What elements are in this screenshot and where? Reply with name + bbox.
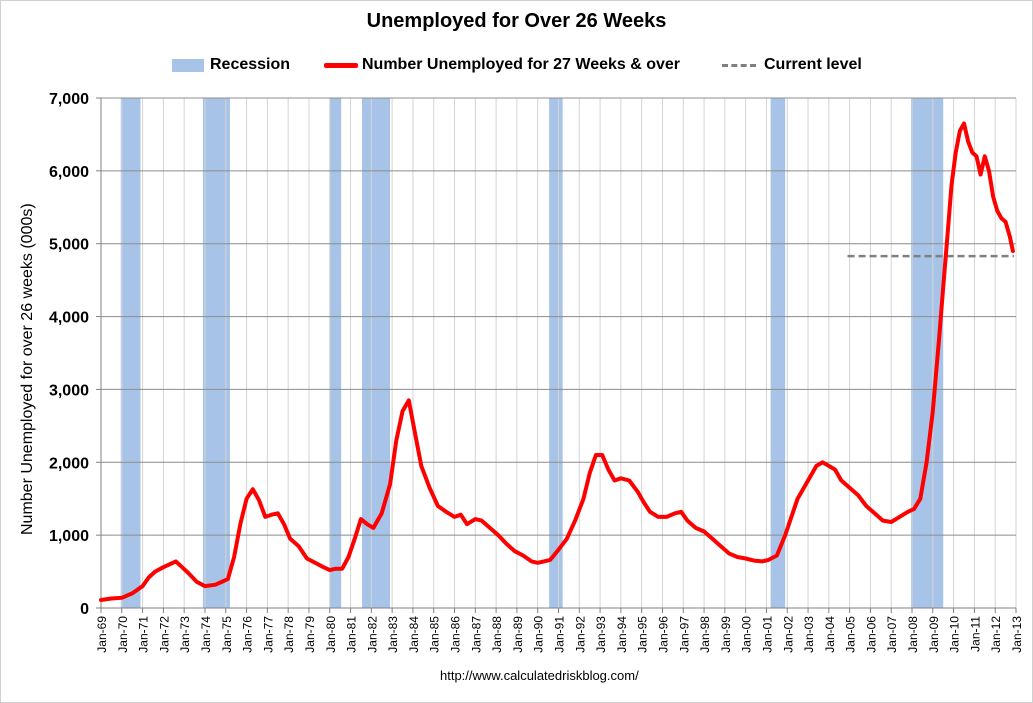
- x-tick-label-16: Jan-85: [428, 616, 442, 653]
- x-tick-label-31: Jan-00: [740, 616, 754, 653]
- x-tick-label-7: Jan-76: [241, 616, 255, 653]
- y-tick-label-0: 0: [80, 601, 89, 618]
- y-tick-label-5: 5,000: [49, 237, 89, 254]
- chart-title: Unemployed for Over 26 Weeks: [366, 10, 667, 32]
- x-tick-label-40: Jan-09: [927, 616, 941, 653]
- x-tick-label-27: Jan-96: [656, 616, 670, 653]
- legend-label-current-level: Current level: [764, 56, 862, 73]
- x-tick-label-32: Jan-01: [760, 616, 774, 653]
- x-tick-label-24: Jan-93: [594, 616, 608, 653]
- legend-label-series: Number Unemployed for 27 Weeks & over: [362, 56, 681, 73]
- x-tick-label-34: Jan-03: [802, 616, 816, 653]
- x-tick-label-4: Jan-73: [178, 616, 192, 653]
- y-tick-label-7: 7,000: [49, 91, 89, 108]
- x-tick-label-38: Jan-07: [885, 616, 899, 653]
- x-tick-label-5: Jan-74: [199, 616, 213, 653]
- x-tick-label-3: Jan-72: [157, 616, 171, 653]
- y-tick-label-4: 4,000: [49, 310, 89, 327]
- x-tick-label-12: Jan-81: [345, 616, 359, 653]
- x-tick-label-19: Jan-88: [490, 616, 504, 653]
- axes: [96, 97, 1017, 613]
- x-tick-label-44: Jan-13: [1010, 616, 1024, 653]
- recession-bands: [120, 98, 944, 608]
- x-tick-label-39: Jan-08: [906, 616, 920, 653]
- y-tick-label-2: 2,000: [49, 455, 89, 472]
- x-tick-label-30: Jan-99: [719, 616, 733, 653]
- x-tick-label-21: Jan-90: [532, 616, 546, 653]
- source-url: http://www.calculatedriskblog.com/: [440, 668, 639, 683]
- series-line-0: [99, 121, 1015, 602]
- x-tick-label-25: Jan-94: [615, 616, 629, 653]
- x-tick-label-1: Jan-70: [116, 616, 130, 653]
- x-tick-label-35: Jan-04: [823, 616, 837, 653]
- x-tick-label-37: Jan-06: [864, 616, 878, 653]
- x-tick-label-23: Jan-92: [573, 616, 587, 653]
- x-tick-label-20: Jan-89: [511, 616, 525, 653]
- recession-band-3: [361, 98, 391, 608]
- legend-item-recession: Recession: [172, 54, 290, 76]
- x-tick-label-33: Jan-02: [781, 616, 795, 653]
- series-swatch: [324, 62, 358, 68]
- y-tick-label-1: 1,000: [49, 528, 89, 545]
- recession-band-4: [549, 98, 563, 608]
- x-tick-label-43: Jan-12: [989, 616, 1003, 653]
- x-tick-label-29: Jan-98: [698, 616, 712, 653]
- x-tick-label-41: Jan-10: [948, 616, 962, 653]
- legend: Recession Number Unemployed for 27 Weeks…: [0, 54, 1033, 76]
- recession-swatch: [172, 58, 204, 72]
- x-tick-labels: Jan-69 Jan-70 Jan-71 Jan-72 Jan-73 Jan-74 Jan-…: [95, 616, 1024, 653]
- x-tick-label-22: Jan-91: [553, 616, 567, 653]
- recession-band-5: [770, 98, 786, 608]
- x-tick-label-10: Jan-79: [303, 616, 317, 653]
- series-layer: [99, 121, 1015, 602]
- x-tick-label-6: Jan-75: [220, 616, 234, 653]
- x-tick-label-17: Jan-86: [449, 616, 463, 653]
- x-tick-label-26: Jan-95: [636, 616, 650, 653]
- legend-item-current-level: Current level: [722, 54, 862, 76]
- x-tick-label-11: Jan-80: [324, 616, 338, 653]
- recession-band-2: [329, 98, 342, 608]
- y-tick-label-6: 6,000: [49, 164, 89, 181]
- y-tick-labels: 0 1,000 2,000 3,000 4,000 5,000 6,000 7,000: [49, 91, 89, 618]
- x-tick-label-9: Jan-78: [282, 616, 296, 653]
- x-tick-label-2: Jan-71: [137, 616, 151, 653]
- x-tick-label-18: Jan-87: [469, 616, 483, 653]
- y-tick-label-3: 3,000: [49, 382, 89, 399]
- x-tick-label-8: Jan-77: [261, 616, 275, 653]
- x-tick-label-13: Jan-82: [365, 616, 379, 653]
- x-tick-label-36: Jan-05: [844, 616, 858, 653]
- legend-item-series: Number Unemployed for 27 Weeks & over: [324, 54, 680, 76]
- current-level-swatch: [722, 63, 756, 67]
- x-tick-label-42: Jan-11: [968, 616, 982, 652]
- x-tick-label-15: Jan-84: [407, 616, 421, 653]
- x-tick-label-14: Jan-83: [386, 616, 400, 653]
- grid-lines: [100, 97, 1017, 609]
- x-tick-label-0: Jan-69: [95, 616, 109, 653]
- recession-band-0: [120, 98, 141, 608]
- x-tick-label-28: Jan-97: [677, 616, 691, 653]
- legend-label-recession: Recession: [210, 56, 291, 73]
